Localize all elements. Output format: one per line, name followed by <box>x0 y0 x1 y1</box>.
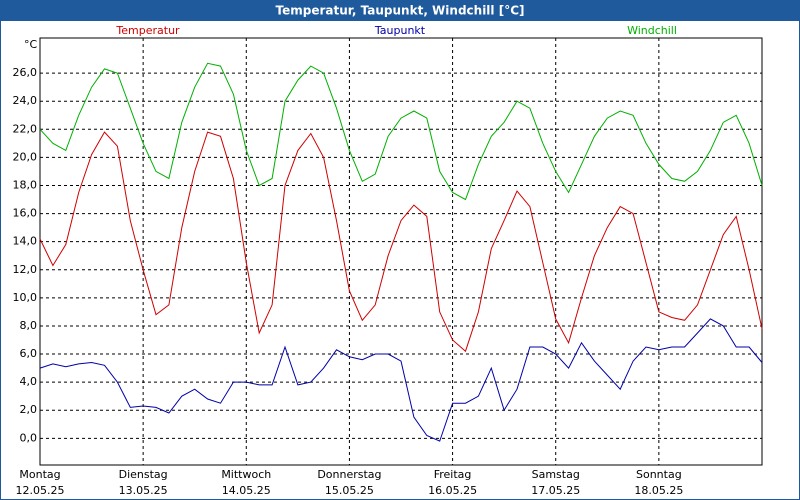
x-tick-date: 17.05.25 <box>531 484 580 497</box>
legend-label: Taupunkt <box>374 24 426 37</box>
y-tick-label: 18,0 <box>13 178 38 191</box>
y-axis-label: °C <box>24 38 38 51</box>
y-tick-label: 0,0 <box>20 431 38 444</box>
y-tick-label: 6,0 <box>20 347 38 360</box>
y-tick-label: 2,0 <box>20 403 38 416</box>
x-tick-date: 16.05.25 <box>428 484 477 497</box>
x-tick-date: 14.05.25 <box>222 484 271 497</box>
series-line <box>39 318 763 442</box>
legend-label: Windchill <box>627 24 677 37</box>
x-tick-label: Freitag <box>434 468 472 481</box>
x-tick-label: Donnerstag <box>317 468 381 481</box>
x-tick-label: Mittwoch <box>221 468 271 481</box>
y-tick-label: 8,0 <box>20 319 38 332</box>
series-line <box>39 131 763 353</box>
title-bar <box>0 0 800 21</box>
x-tick-label: Montag <box>19 468 60 481</box>
series-line <box>39 62 763 201</box>
y-tick-label: 12,0 <box>13 263 38 276</box>
x-tick-date: 13.05.25 <box>119 484 168 497</box>
plot-area <box>39 37 763 466</box>
x-tick-label: Samstag <box>532 468 580 481</box>
x-tick-label: Sonntag <box>636 468 682 481</box>
y-tick-label: 16,0 <box>13 207 38 220</box>
y-tick-label: 4,0 <box>20 375 38 388</box>
y-tick-label: 14,0 <box>13 235 38 248</box>
x-tick-date: 15.05.25 <box>325 484 374 497</box>
legend-label: Temperatur <box>115 24 180 37</box>
y-tick-label: 24,0 <box>13 94 38 107</box>
x-tick-date: 18.05.25 <box>634 484 683 497</box>
y-tick-label: 22,0 <box>13 122 38 135</box>
y-tick-label: 10,0 <box>13 291 38 304</box>
x-tick-date: 12.05.25 <box>16 484 65 497</box>
chart-title: Temperatur, Taupunkt, Windchill [°C] <box>276 4 525 18</box>
x-tick-label: Dienstag <box>119 468 168 481</box>
y-tick-label: 26,0 <box>13 66 38 79</box>
y-tick-label: 20,0 <box>13 150 38 163</box>
